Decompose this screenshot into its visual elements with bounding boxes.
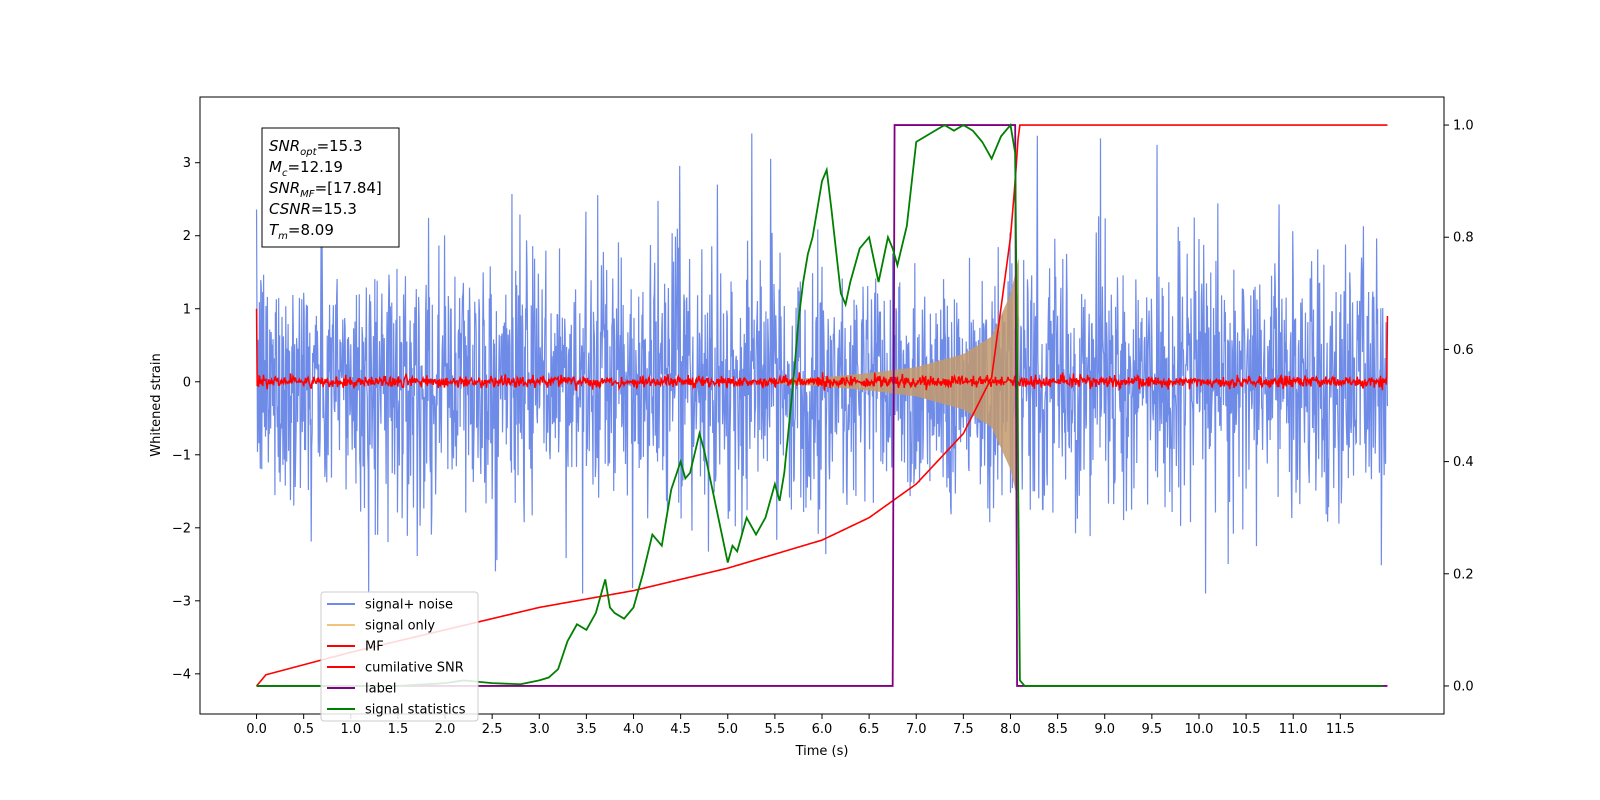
x-tick-label: 10.0 [1184, 722, 1213, 737]
annotation-frame [261, 127, 400, 248]
y-tick-label: −2 [172, 521, 191, 536]
x-axis-title: Time (s) [795, 744, 849, 759]
y2-tick-label: 1.0 [1453, 119, 1474, 134]
x-tick-label: 4.5 [670, 722, 691, 737]
y-tick-label: 2 [183, 229, 191, 244]
y-tick-label: −3 [172, 594, 191, 609]
y-tick-label: 0 [183, 375, 191, 390]
legend-label: cumilative SNR [365, 661, 464, 676]
y-axis-left: −4 −3 −2 −1 0 1 2 3 [172, 156, 200, 682]
x-tick-label: 5.5 [765, 722, 786, 737]
annotation-line: Mc=12.19 [269, 158, 343, 179]
legend: signal+ noise signal only MF cumilative SNR… [320, 591, 479, 722]
y2-tick-label: 0.2 [1453, 567, 1474, 582]
x-tick-label: 3.0 [529, 722, 550, 737]
x-tick-label: 11.5 [1326, 722, 1355, 737]
x-tick-label: 8.5 [1047, 722, 1068, 737]
x-axis: 0.0 0.5 1.0 1.5 2.0 2.5 3.0 3.5 4.0 4.5 5.0 5.5 6.0 6… [246, 714, 1355, 737]
x-tick-label: 0.5 [293, 722, 314, 737]
x-tick-label: 6.0 [812, 722, 833, 737]
x-tick-label: 7.5 [953, 722, 974, 737]
legend-label: signal+ noise [365, 598, 453, 613]
x-tick-label: 3.5 [576, 722, 597, 737]
y-tick-label: 1 [183, 302, 191, 317]
series-signal-plus-noise [255, 133, 1389, 594]
y-tick-label: 3 [183, 156, 191, 171]
series-signal-only [756, 257, 1019, 506]
series-mf [255, 308, 1389, 392]
y-tick-label: −1 [172, 448, 191, 463]
annotation-line: CSNR=15.3 [269, 200, 357, 218]
x-tick-label: 6.5 [859, 722, 880, 737]
y-tick-label: −4 [172, 667, 191, 682]
x-tick-label: 1.0 [340, 722, 361, 737]
x-tick-label: 11.0 [1279, 722, 1308, 737]
x-tick-label: 9.5 [1142, 722, 1163, 737]
legend-label: signal only [365, 619, 435, 634]
y-axis-title: Whitened strain [149, 353, 164, 456]
annotation-line: SNRMF=[17.84] [269, 179, 382, 200]
x-tick-label: 1.5 [388, 722, 409, 737]
x-tick-label: 2.0 [435, 722, 456, 737]
x-tick-label: 7.0 [906, 722, 927, 737]
annotation-line: SNRopt=15.3 [269, 137, 363, 158]
y2-tick-label: 0.6 [1453, 343, 1474, 358]
y2-tick-label: 0.8 [1453, 231, 1474, 246]
metrics-annotation-box: SNRopt=15.3Mc=12.19SNRMF=[17.84]CSNR=15.… [261, 127, 400, 248]
x-tick-label: 8.0 [1000, 722, 1021, 737]
legend-frame [320, 591, 479, 722]
y2-tick-label: 0.0 [1453, 679, 1474, 694]
x-tick-label: 4.0 [623, 722, 644, 737]
y-axis-right: 0.0 0.2 0.4 0.6 0.8 1.0 [1444, 119, 1474, 694]
legend-label: signal statistics [365, 703, 466, 718]
series-signal-statistics [256, 122, 1383, 687]
x-tick-label: 2.5 [482, 722, 503, 737]
x-tick-label: 10.5 [1232, 722, 1261, 737]
legend-label: MF [365, 640, 384, 655]
x-tick-label: 0.0 [246, 722, 267, 737]
y2-tick-label: 0.4 [1453, 455, 1474, 470]
x-tick-label: 5.0 [717, 722, 738, 737]
legend-label: label [365, 682, 396, 697]
annotation-line: Tm=8.09 [269, 221, 334, 242]
x-tick-label: 9.0 [1094, 722, 1115, 737]
